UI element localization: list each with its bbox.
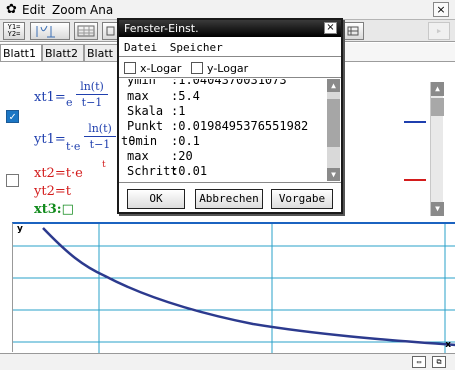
setting-label: tθmin [121,134,158,148]
yt1-label: yt1= [34,132,66,147]
grid [13,224,455,354]
xt1-label: xt1= [34,90,66,105]
graph-window[interactable]: y x [12,222,455,354]
graph-type-glyph [36,25,55,38]
tab-blatt3[interactable]: Blatt [84,44,120,61]
yt1-denominator: t−1 [89,138,111,151]
dialog-menu-speicher[interactable]: Speicher [169,41,223,54]
gear-icon[interactable]: ✿ [6,2,17,17]
dialog-menu-datei[interactable]: Datei [124,41,158,54]
dialog-menu: Datei Speicher [119,37,341,57]
dialog-scroll-thumb[interactable] [327,99,340,147]
copy-window-icon[interactable]: ▭ [412,356,426,368]
toolbar-next-icon[interactable]: ▸ [428,22,450,40]
x-log-label: x-Logar [140,62,182,75]
editor-scrollbar[interactable]: ▲ ▼ [430,82,444,216]
graph-type-icon[interactable] [30,22,70,40]
yt1-base: t·e [66,140,81,153]
log-options: x-Logar y-Logar [119,58,341,78]
xt2-label: xt2=t·e [34,166,83,181]
setting-label: Punkt [127,119,164,133]
dialog-scrollbar[interactable]: ▲ ▼ [327,79,340,181]
toolbar-extra-icon[interactable] [102,22,118,40]
yt1-numerator: ln(t) [88,122,112,135]
yt1-exponent: ln(t) t−1 [84,122,116,151]
xt2-exponent: t [102,160,106,170]
y-log-label: y-Logar [207,62,249,75]
ok-button[interactable]: OK [127,189,185,209]
graph-canvas [13,224,455,354]
scroll-down-icon[interactable]: ▼ [431,202,444,216]
toolbar-extra-glyph [106,26,115,36]
setting-value[interactable]: :20 [171,149,193,163]
dialog-title: Fenster-Einst. [124,22,199,35]
parametric-curve [42,227,455,347]
setting-value[interactable]: :0.1 [171,134,200,148]
setting-value[interactable]: :0.0198495376551982 [171,119,309,133]
setting-value[interactable]: :5.4 [171,89,200,103]
setting-value[interactable]: :1 [171,104,186,118]
close-icon[interactable]: × [433,2,449,17]
graph-editor-button[interactable]: Y1= Y2= [3,22,25,40]
scroll-thumb[interactable] [431,98,444,116]
swap-window-icon[interactable]: ⧉ [432,356,446,368]
xt1-numerator: ln(t) [80,80,104,93]
function-1-style-marker[interactable] [404,121,426,123]
tab-blatt2[interactable]: Blatt2 [42,44,84,61]
cancel-button[interactable]: Abbrechen [195,189,263,209]
xt3-label: xt3:□ [34,202,74,217]
menu-edit[interactable]: Edit [22,3,46,17]
graph-editor-label-1: Y1= [7,23,21,31]
setting-value[interactable]: :1.0404370031073 [171,79,287,87]
setting-label: Skala [127,104,164,118]
xt1-denominator: t−1 [81,96,103,109]
table-glyph [77,25,95,37]
default-button[interactable]: Vorgabe [271,189,333,209]
xt1-exponent: ln(t) t−1 [76,80,108,109]
settings-list: ymin :1.0404370031073 max :5.4 Skala :1 … [119,79,341,181]
window-settings-dialog: Fenster-Einst. × Datei Speicher x-Logar … [117,18,343,214]
dialog-scroll-up-icon[interactable]: ▲ [327,79,340,92]
setting-value[interactable]: :0.01 [171,164,208,178]
dialog-scroll-down-icon[interactable]: ▼ [327,168,340,181]
resize-window-icon[interactable] [342,22,364,40]
table-icon[interactable] [74,22,98,40]
dialog-title-bar: Fenster-Einst. × [119,20,341,37]
status-bar: ▭ ⧉ [0,353,455,370]
setting-label: ymin [127,79,156,87]
setting-label: Schritt [127,164,178,178]
function-1-checkbox[interactable]: ✓ [6,110,19,123]
xt1-fraction-bar [76,94,108,95]
xt1-base: e [66,96,73,109]
menu-bar: ✿ Edit Zoom Ana × [0,0,455,20]
x-axis-label: x [445,340,451,350]
y-axis-label: y [17,224,23,234]
function-2-checkbox[interactable] [6,174,19,187]
resize-window-glyph [347,26,359,36]
tab-blatt1[interactable]: Blatt1 [0,44,42,61]
yt2-label: yt2=t [34,184,71,199]
menu-analysis[interactable]: Ana [90,3,114,17]
function-2-style-marker[interactable] [404,179,426,181]
menu-zoom[interactable]: Zoom [52,3,87,17]
y-log-checkbox[interactable] [191,62,203,74]
setting-label: max [127,149,149,163]
graph-editor-label-2: Y2= [7,30,21,38]
dialog-close-icon[interactable]: × [324,22,337,34]
yt1-fraction-bar [84,136,116,137]
dialog-buttons: OK Abbrechen Vorgabe [119,182,341,212]
setting-label: max [127,89,149,103]
scroll-up-icon[interactable]: ▲ [431,82,444,96]
x-log-checkbox[interactable] [124,62,136,74]
